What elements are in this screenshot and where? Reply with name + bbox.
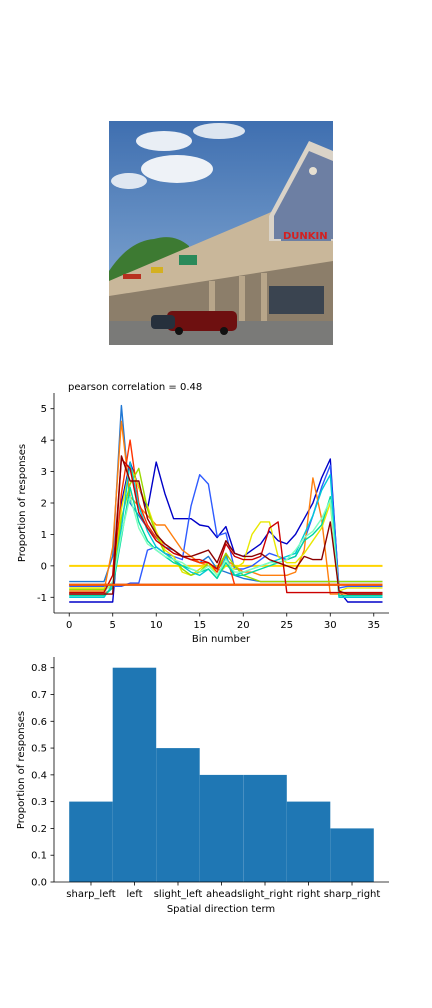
y-tick-label: 0.5 [31, 744, 47, 755]
y-tick-label: 0.2 [31, 824, 47, 835]
y-tick-label: 5 [41, 404, 47, 415]
y-tick-label: 0.1 [31, 851, 47, 862]
x-tick-label: right [297, 889, 321, 900]
y-tick-label: 4 [41, 436, 47, 447]
x-axis-label: Spatial direction term [167, 904, 275, 915]
bar-slight_right [243, 775, 286, 882]
x-tick-label: 5 [110, 620, 116, 631]
y-tick-label: 0.6 [31, 717, 47, 728]
y-tick-label: 0.7 [31, 690, 47, 701]
y-tick-label: 0.0 [31, 878, 47, 889]
y-axis-label: Proportion of responses [17, 444, 28, 562]
x-tick-label: 35 [367, 620, 380, 631]
bar-chart: sharp_left left slight_left ahead slight_rig… [16, 657, 389, 915]
x-tick-label: 20 [237, 620, 250, 631]
line-chart: pearson correlation = 0.48 0 5 10 15 20 25 30 3… [17, 382, 389, 645]
x-tick-label: sharp_left [66, 889, 115, 900]
y-tick-label: 0.3 [31, 797, 47, 808]
x-tick-label: slight_right [237, 889, 293, 900]
y-tick-label: 3 [41, 467, 47, 478]
chart-title: pearson correlation = 0.48 [68, 382, 202, 393]
bar-left [113, 668, 157, 882]
bar-slight_left [156, 748, 200, 882]
x-tick-label: 15 [193, 620, 206, 631]
y-tick-label: 0.4 [31, 770, 47, 781]
y-tick-label: -1 [37, 593, 47, 604]
bar-sharp_left [69, 802, 113, 882]
y-tick-label: 0.8 [31, 663, 47, 674]
x-tick-label: slight_left [154, 889, 203, 900]
x-tick-label: 25 [280, 620, 293, 631]
bar-sharp_right [330, 828, 374, 882]
x-tick-label: sharp_right [324, 889, 381, 900]
x-tick-label: ahead [206, 889, 237, 900]
x-tick-label: left [126, 889, 142, 900]
bar-ahead [200, 775, 244, 882]
x-tick-label: 30 [324, 620, 337, 631]
bar-right [287, 802, 331, 882]
y-axis-label: Proportion of responses [16, 711, 27, 829]
x-tick-label: 10 [150, 620, 163, 631]
y-tick-label: 0 [41, 561, 47, 572]
y-tick-label: 1 [41, 530, 47, 541]
x-axis-label: Bin number [192, 634, 251, 645]
y-tick-label: 2 [41, 499, 47, 510]
x-tick-label: 0 [66, 620, 72, 631]
